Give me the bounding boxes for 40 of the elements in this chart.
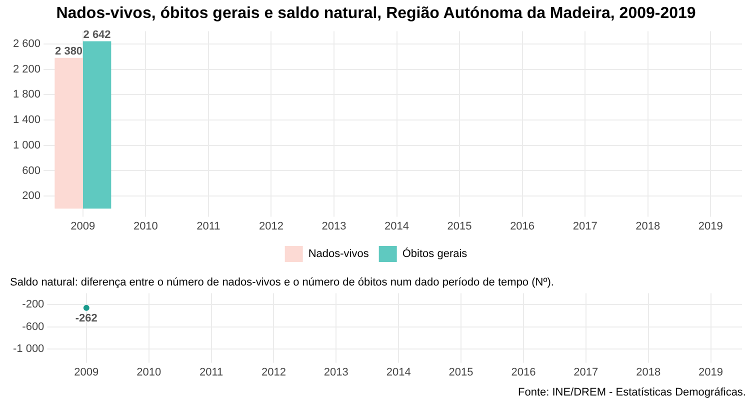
x-tick-label: 2009: [70, 220, 96, 232]
x-tick-label: 2019: [698, 366, 724, 378]
x-tick-label: 2017: [574, 366, 598, 378]
x-tick-label: 2014: [384, 220, 410, 232]
x-tick-label: 2009: [74, 366, 99, 378]
y-tick-label: -1 000: [12, 343, 44, 356]
x-tick-label: 2018: [636, 366, 661, 378]
x-tick-label: 2018: [636, 220, 660, 232]
chart-title: Nados-vivos, óbitos gerais e saldo natural, Região Autónoma da Madeira, 2009-2019: [56, 5, 696, 22]
legend-label: Nados-vivos: [308, 248, 370, 260]
x-tick-label: 2012: [261, 366, 286, 378]
source-note: Fonte: INE/DREM - Estatísticas Demográficas.: [518, 386, 746, 399]
y-tick-label: 1 400: [12, 114, 41, 126]
data-label: -262: [75, 312, 98, 324]
y-tick-label: 1 800: [12, 88, 41, 101]
x-tick-label: 2014: [386, 366, 411, 378]
data-label: 2 642: [83, 28, 111, 41]
y-tick-label: 200: [22, 190, 41, 202]
x-tick-label: 2016: [510, 220, 535, 232]
x-tick-label: 2010: [133, 220, 158, 232]
data-label: 2 380: [55, 45, 83, 58]
x-tick-label: 2011: [199, 366, 224, 378]
x-tick-label: 2017: [572, 220, 598, 232]
x-tick-label: 2015: [448, 366, 474, 378]
x-tick-label: 2019: [698, 220, 723, 232]
x-tick-label: 2013: [322, 220, 346, 232]
y-tick-label: -200: [22, 298, 44, 310]
x-tick-label: 2016: [511, 366, 536, 378]
x-tick-label: 2010: [136, 366, 162, 378]
x-tick-label: 2015: [447, 220, 472, 232]
y-tick-label: 600: [22, 164, 41, 177]
legend-label: Óbitos gerais: [402, 247, 468, 260]
y-tick-label: 2 600: [12, 38, 41, 50]
chart-title: Saldo natural: diferença entre o número de nados-vivos e o número de óbitos num dado período de tempo (Nº).: [10, 276, 554, 289]
y-tick-label: 1 000: [12, 139, 41, 152]
y-tick-label: 2 200: [12, 63, 41, 76]
x-tick-label: 2011: [196, 220, 220, 232]
y-tick-label: -600: [22, 320, 44, 333]
x-tick-label: 2012: [258, 220, 284, 232]
x-tick-label: 2013: [324, 366, 348, 378]
